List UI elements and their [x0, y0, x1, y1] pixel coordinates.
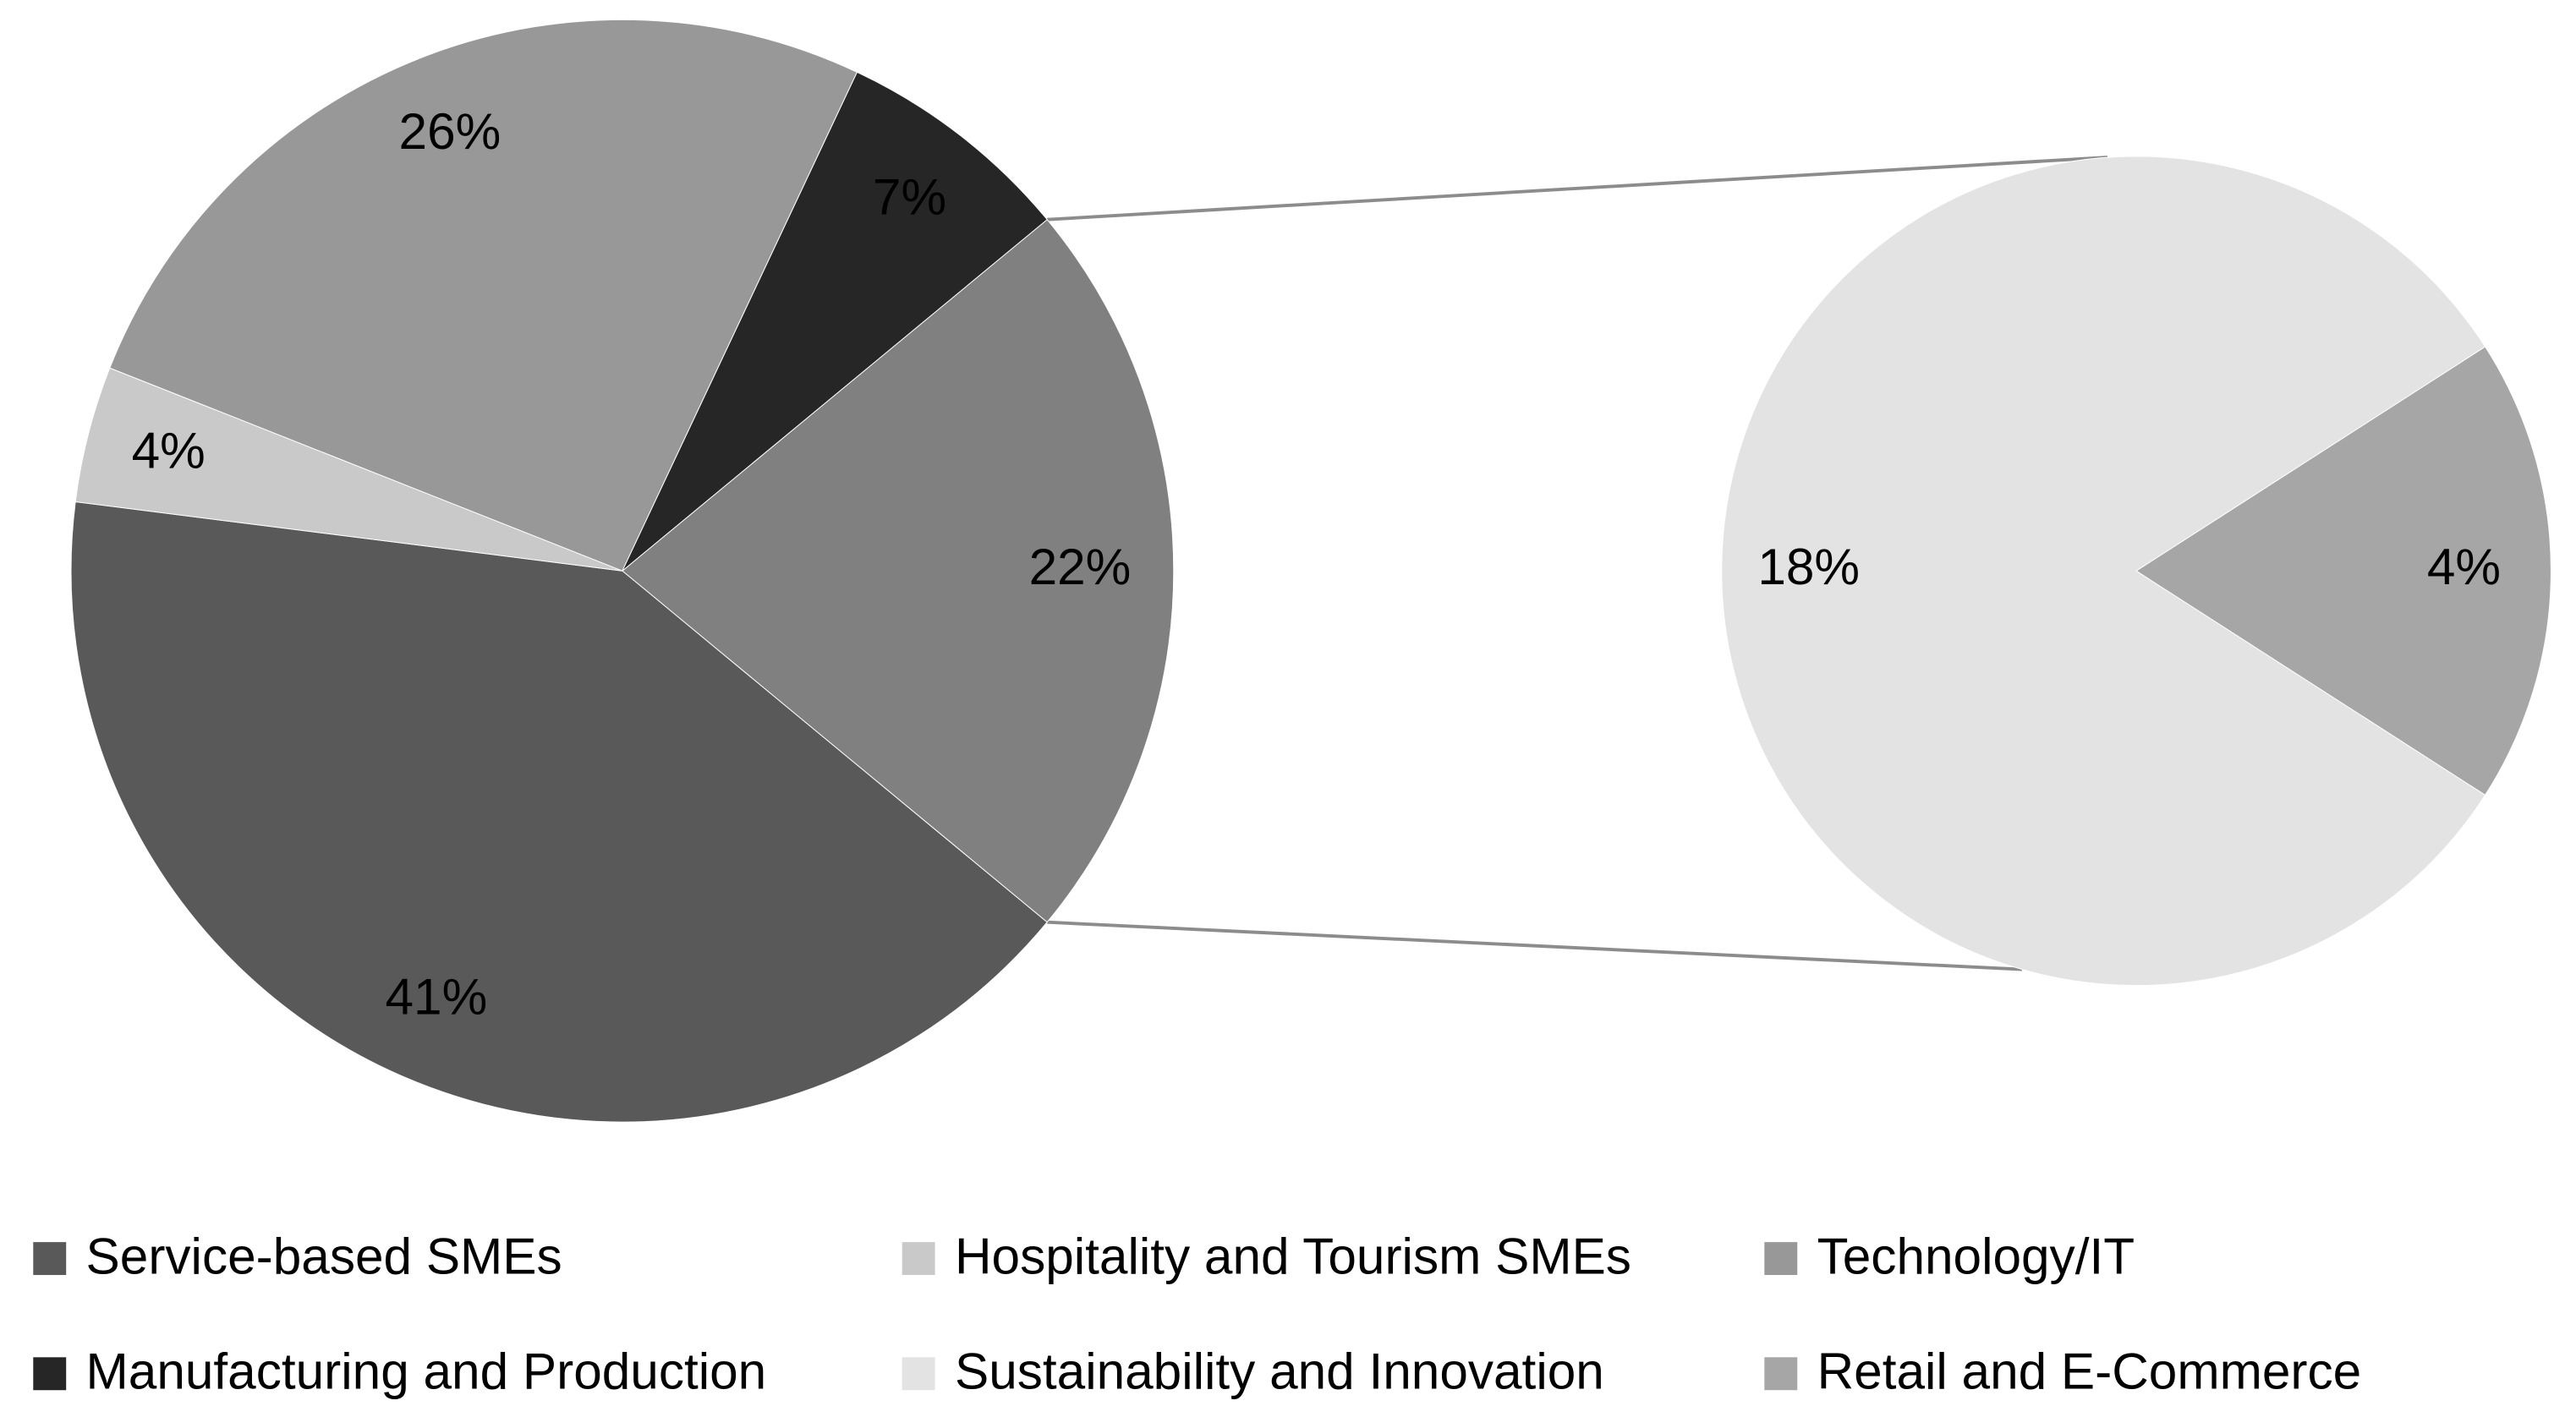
pie-slice: [2135, 346, 2551, 796]
legend-swatch: [33, 1242, 67, 1276]
legend-swatch: [1764, 1242, 1798, 1276]
data-label: 41%: [385, 968, 487, 1026]
data-label: 4%: [132, 421, 206, 479]
data-label: 7%: [873, 167, 946, 225]
data-label: 22%: [1029, 538, 1132, 595]
data-label: 26%: [399, 102, 501, 160]
legend-label: Service-based SMEs: [86, 1227, 562, 1284]
pie-slice: [70, 501, 1048, 1123]
legend-swatch: [902, 1242, 935, 1276]
legend-label: Retail and E-Commerce: [1817, 1343, 2362, 1400]
pie-slice: [622, 219, 1175, 923]
legend-swatch: [1764, 1357, 1798, 1391]
legend-label: Hospitality and Tourism SMEs: [955, 1227, 1631, 1284]
pie-slice: [1721, 156, 2486, 987]
pie-slice: [622, 71, 1048, 572]
data-label: 4%: [2427, 538, 2501, 595]
data-label: 18%: [1757, 538, 1860, 595]
connector-line: [1047, 920, 2023, 971]
legend-swatch: [902, 1357, 935, 1391]
connector-line: [1047, 156, 2107, 222]
legend-swatch: [33, 1357, 67, 1391]
legend-label: Sustainability and Innovation: [955, 1343, 1604, 1400]
pie-slice: [109, 19, 858, 572]
legend-label: Manufacturing and Production: [86, 1343, 767, 1400]
legend-label: Technology/IT: [1817, 1227, 2135, 1284]
